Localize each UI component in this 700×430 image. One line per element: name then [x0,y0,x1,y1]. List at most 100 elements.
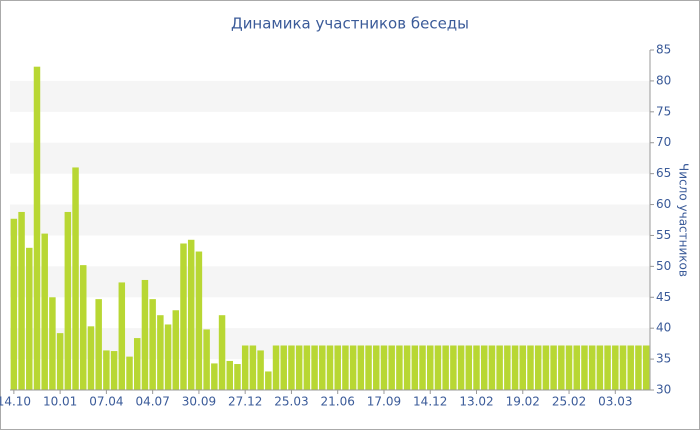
bar [103,350,110,390]
bar [581,345,588,390]
bar [265,371,272,390]
bar [342,345,349,390]
bar [164,324,172,390]
x-tick-label: 19.02 [506,395,540,409]
y-tick-label: 70 [656,135,671,149]
bar [596,345,604,390]
bar [95,299,102,390]
bar [141,279,149,390]
bar [218,315,226,390]
bar [419,345,426,390]
bar [442,345,449,390]
bar [519,345,527,390]
bar [604,345,611,390]
bar [427,345,434,390]
bar [542,345,550,390]
grid-band [10,80,650,112]
bar [319,345,326,390]
y-tick-label: 45 [656,290,671,304]
bar [180,243,187,390]
bar [149,299,156,390]
bar [126,356,133,390]
x-tick-label: 21.06 [321,395,355,409]
bar [550,345,557,390]
y-tick-label: 60 [656,197,671,211]
bar [396,345,403,390]
bar [211,363,218,390]
bar [496,345,503,390]
bar [411,345,419,390]
y-tick-label: 35 [656,352,671,366]
bar [403,345,411,390]
x-tick-label: 25.02 [552,395,586,409]
bar [195,251,203,390]
bar [534,345,542,390]
bar [373,345,380,390]
bar [488,345,496,390]
bar [473,345,480,390]
bar [172,310,180,390]
bar [380,345,388,390]
bar [303,345,311,390]
grid-band [10,266,650,298]
x-tick-label: 27.12 [228,395,262,409]
bar [434,345,442,390]
bar [118,282,126,390]
bar [635,345,642,390]
bar [18,211,25,390]
bar [612,345,619,390]
x-tick-label: 03.03 [598,395,632,409]
bar [465,345,473,390]
bar [480,345,488,390]
bar [133,338,141,390]
bar [203,329,210,390]
bar [64,211,72,390]
bar [49,297,56,390]
bar [72,167,79,390]
bar [527,345,534,390]
grid-band [10,142,650,174]
bar [41,233,48,390]
bar [334,345,341,390]
bar [241,345,249,390]
bar [457,345,465,390]
chart-title: Динамика участников беседы [231,15,469,33]
bar [349,345,357,390]
bar [272,345,280,390]
bar [280,345,287,390]
bar [619,345,627,390]
y-axis-label: Число участников [677,163,691,277]
x-tick-label: 14.12 [413,395,447,409]
bar [588,345,596,390]
bar [504,345,511,390]
bar [87,326,95,390]
x-tick-label: 30.09 [182,395,216,409]
bar [56,333,64,390]
bar [80,265,87,390]
bar [511,345,519,390]
x-tick-label: 04.07 [135,395,169,409]
grid-band [10,204,650,236]
y-tick-label: 85 [656,43,671,57]
bar [627,345,634,390]
y-tick-label: 75 [656,104,671,118]
y-tick-label: 65 [656,166,671,180]
y-tick-label: 80 [656,73,671,87]
bar [288,345,295,390]
bar [110,351,118,390]
bar [450,345,457,390]
bar [157,315,164,390]
bar [365,345,372,390]
bar [33,66,41,390]
bar [357,345,365,390]
bar [565,345,573,390]
bar [295,345,303,390]
bar [10,218,18,390]
bar [226,360,233,390]
bar [558,345,565,390]
bar [311,345,318,390]
bar [326,345,334,390]
y-tick-label: 55 [656,228,671,242]
